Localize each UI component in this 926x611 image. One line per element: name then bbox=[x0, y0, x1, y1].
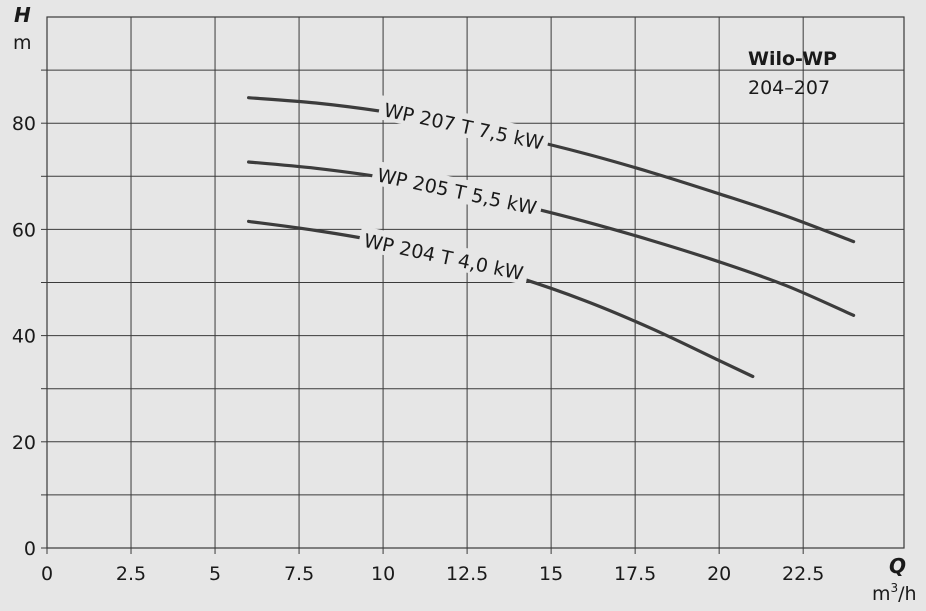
y-tick-label: 60 bbox=[12, 219, 36, 241]
x-axis-unit-base: m bbox=[872, 583, 891, 605]
x-axis-symbol: Q bbox=[889, 554, 906, 578]
series-label-background bbox=[357, 225, 531, 286]
x-tick-label: 7.5 bbox=[284, 563, 314, 585]
series-line-1 bbox=[247, 96, 856, 244]
brand-range: 204–207 bbox=[748, 77, 830, 99]
x-tick-label: 12.5 bbox=[446, 563, 488, 585]
x-axis-unit-superscript: 3 bbox=[891, 581, 899, 595]
x-tick-label: 15 bbox=[539, 563, 563, 585]
y-tick-label: 0 bbox=[24, 538, 36, 560]
grid bbox=[41, 16, 905, 554]
series-line-2 bbox=[247, 160, 856, 317]
x-tick-label: 17.5 bbox=[614, 563, 656, 585]
y-tick-label: 80 bbox=[12, 113, 36, 135]
brand-name: Wilo-WP bbox=[748, 48, 837, 70]
x-tick-label: 5 bbox=[209, 563, 221, 585]
y-tick-label: 40 bbox=[12, 326, 36, 348]
series-label-background bbox=[370, 160, 544, 220]
y-tick-label: 20 bbox=[12, 432, 36, 454]
x-axis-unit: m3/h bbox=[872, 581, 917, 605]
x-tick-label: 20 bbox=[707, 563, 731, 585]
y-axis-unit: m bbox=[13, 32, 32, 54]
tick-labels: 0 2.5 5 7.5 10 12.5 15 17.5 20 22.5 0 20 40 60 80 bbox=[12, 113, 825, 585]
x-tick-label: 10 bbox=[371, 563, 395, 585]
x-tick-label: 0 bbox=[41, 563, 53, 585]
x-tick-label: 2.5 bbox=[116, 563, 146, 585]
series-label-background bbox=[377, 95, 551, 155]
x-axis-unit-suffix: /h bbox=[898, 583, 916, 605]
y-axis-symbol: H bbox=[14, 3, 31, 27]
x-tick-label: 22.5 bbox=[782, 563, 824, 585]
